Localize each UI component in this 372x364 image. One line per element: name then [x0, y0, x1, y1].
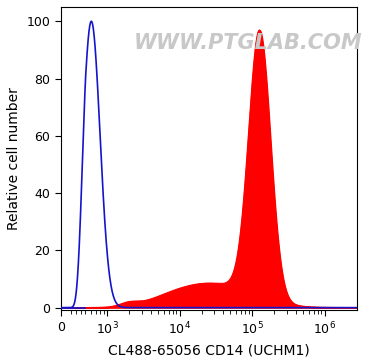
Y-axis label: Relative cell number: Relative cell number: [7, 87, 21, 230]
X-axis label: CL488-65056 CD14 (UCHM1): CL488-65056 CD14 (UCHM1): [108, 343, 310, 357]
Text: WWW.PTGLAB.COM: WWW.PTGLAB.COM: [133, 33, 362, 54]
